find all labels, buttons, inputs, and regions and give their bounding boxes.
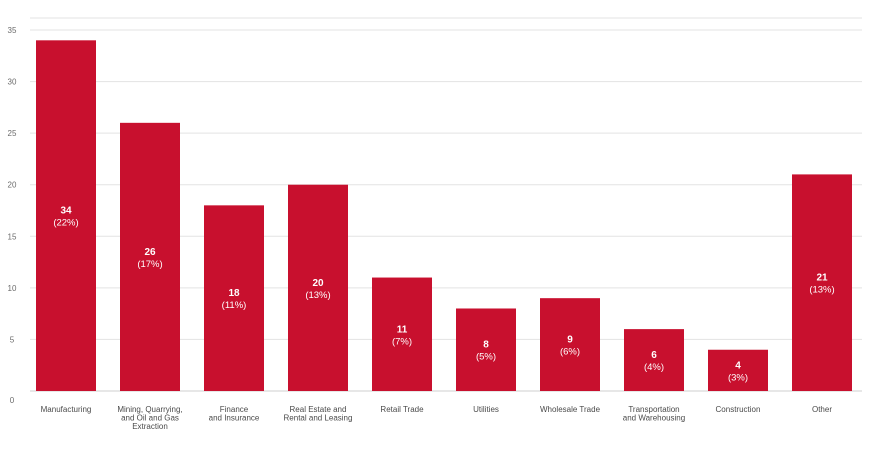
- bar: [624, 329, 684, 391]
- bar-percent-label: (22%): [53, 218, 78, 229]
- bar-value-label: 11: [397, 324, 408, 335]
- x-tick-label: Real Estate and Rental and Leasing: [284, 405, 353, 423]
- bar: [120, 122, 180, 391]
- x-tick-label-line: and Oil and Gas: [121, 414, 179, 423]
- bar-percent-label: (13%): [809, 285, 834, 296]
- bar: [540, 298, 600, 391]
- y-axis-ticks: 0 5 10 15 20 25 30 35: [8, 26, 17, 405]
- bar-percent-label: (4%): [644, 362, 664, 373]
- x-tick-label-line: Mining, Quarrying,: [117, 405, 182, 414]
- bar: [288, 184, 348, 391]
- x-tick-label-line: Finance: [220, 405, 249, 414]
- bar-percent-label: (5%): [476, 352, 496, 363]
- x-tick-label: Wholesale Trade: [540, 405, 601, 414]
- bar-value-label: 6: [651, 350, 657, 361]
- x-tick-label: Utilities: [473, 405, 499, 414]
- x-tick-label: Transportation and Warehousing: [623, 405, 685, 423]
- bar: [204, 205, 264, 391]
- y-tick-label: 10: [8, 284, 17, 293]
- x-tick-label: Mining, Quarrying, and Oil and Gas Extract…: [117, 405, 182, 431]
- x-tick-label: Retail Trade: [380, 405, 424, 414]
- y-tick-label: 20: [8, 181, 17, 190]
- bar-percent-label: (7%): [392, 336, 412, 347]
- x-tick-label: Construction: [716, 405, 761, 414]
- y-tick-label: 35: [8, 26, 17, 35]
- bar-value-label: 26: [144, 247, 156, 258]
- bar-percent-label: (3%): [728, 372, 748, 383]
- bar-value-label: 18: [228, 288, 240, 299]
- bar-value-label: 4: [735, 360, 741, 371]
- x-tick-label-line: Rental and Leasing: [284, 414, 353, 423]
- bar-labels: 34(22%)26(17%)18(11%)20(13%)11(7%) 8(5%)9…: [53, 206, 834, 384]
- bar: [456, 308, 516, 391]
- bar-percent-label: (6%): [560, 347, 580, 358]
- x-tick-label-line: Retail Trade: [380, 405, 424, 414]
- x-tick-label-line: Extraction: [132, 422, 168, 431]
- x-tick-label-line: Other: [812, 405, 832, 414]
- bar: [372, 277, 432, 391]
- bar-percent-label: (13%): [305, 290, 330, 301]
- x-tick-label: Other: [812, 405, 832, 414]
- x-tick-label: Finance and Insurance: [209, 405, 260, 423]
- y-tick-label: 15: [8, 232, 17, 241]
- x-tick-label-line: and Warehousing: [623, 414, 685, 423]
- y-tick-label: 5: [10, 335, 15, 344]
- x-tick-label-line: Construction: [716, 405, 761, 414]
- y-tick-label: 0: [10, 396, 15, 405]
- bar-value-label: 34: [60, 206, 72, 217]
- bar-value-label: 9: [567, 335, 573, 346]
- bar-percent-label: (11%): [222, 300, 247, 311]
- bar-value-label: 20: [312, 278, 324, 289]
- x-tick-label-line: Wholesale Trade: [540, 405, 601, 414]
- bar: [792, 174, 852, 391]
- x-tick-label: Manufacturing: [41, 405, 92, 414]
- x-tick-label-line: and Insurance: [209, 414, 260, 423]
- x-tick-label-line: Real Estate and: [290, 405, 347, 414]
- x-tick-label-line: Manufacturing: [41, 405, 92, 414]
- y-tick-label: 25: [8, 129, 17, 138]
- bar-value-label: 21: [816, 273, 828, 284]
- bar-value-label: 8: [483, 340, 489, 351]
- x-tick-label-line: Transportation: [628, 405, 679, 414]
- bar: [36, 40, 96, 392]
- y-tick-label: 30: [8, 78, 17, 87]
- bar-percent-label: (17%): [137, 259, 162, 270]
- x-axis-ticks: Manufacturing Mining, Quarrying, and Oil a…: [41, 405, 833, 431]
- bar: [708, 349, 768, 391]
- x-tick-label-line: Utilities: [473, 405, 499, 414]
- bars: [36, 40, 852, 392]
